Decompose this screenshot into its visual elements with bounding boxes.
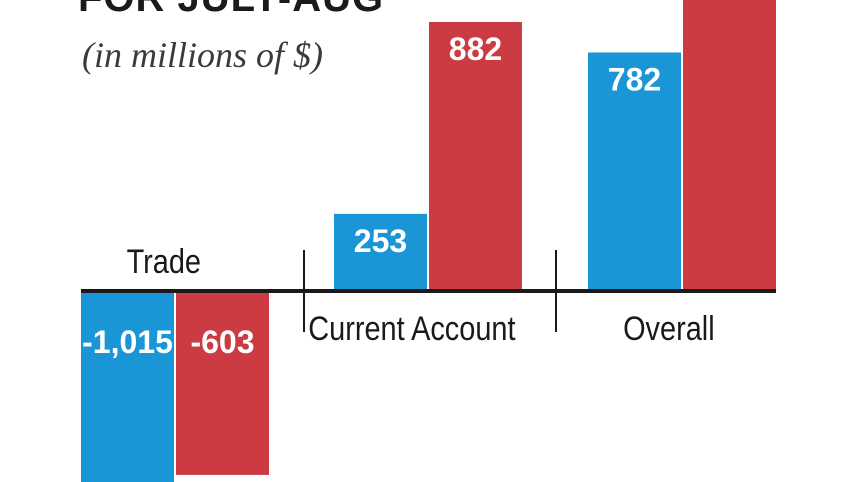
data-labels-group: -1,015 -603 253 882 782: [82, 31, 661, 360]
bar-current-account-s1: [334, 213, 427, 291]
data-label-overall-s1: 782: [608, 61, 661, 97]
bar-current-account-s2: [429, 21, 522, 292]
data-label-trade-s2: -603: [190, 324, 254, 360]
axis-group: [81, 250, 776, 332]
data-label-current-account-s1: 253: [354, 223, 407, 259]
data-label-trade-s1: -1,015: [82, 324, 173, 360]
chart-title: FOR JULY-AUG: [78, 0, 384, 21]
data-label-current-account-s2: 882: [449, 31, 502, 67]
category-label-current-account: Current Account: [308, 310, 516, 348]
bar-overall-s1: [588, 52, 681, 291]
bars-group: [81, 0, 776, 482]
bar-overall-s2: [683, 0, 776, 291]
bar-trade-s1: [81, 291, 174, 482]
bar-trade-s2: [176, 291, 269, 475]
category-label-overall: Overall: [623, 310, 715, 348]
chart-subtitle: (in millions of $): [82, 35, 323, 75]
category-label-trade: Trade: [126, 243, 201, 281]
